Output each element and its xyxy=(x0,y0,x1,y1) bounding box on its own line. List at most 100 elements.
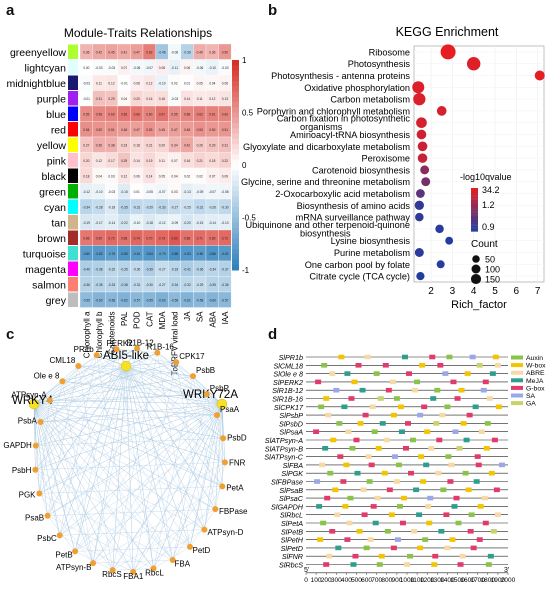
network-edge xyxy=(49,400,173,561)
promoter-element-box xyxy=(421,404,428,410)
promoter-gene-label: SlR1B-16 xyxy=(272,395,303,404)
kegg-point xyxy=(436,260,445,269)
promoter-element-box xyxy=(347,495,354,501)
network-edge xyxy=(176,362,223,405)
heatmap-cell-value: 0.51 xyxy=(108,128,114,132)
heatmap-cell-value: -0.62 xyxy=(120,298,127,302)
kegg-point xyxy=(466,56,481,71)
kegg-legend-q-gradient xyxy=(471,202,478,205)
heatmap-cell-value: -0.34 xyxy=(171,283,178,287)
heatmap-cell-value: 0.71 xyxy=(197,236,203,240)
panel-letter-d: d xyxy=(268,326,278,343)
heatmap-cell-value: -0.09 xyxy=(196,190,203,194)
network-edge xyxy=(47,515,154,569)
trait-label: JA xyxy=(183,311,192,321)
kegg-title: KEGG Enrichment xyxy=(396,25,499,39)
promoter-element-box xyxy=(368,462,375,468)
network-edge xyxy=(157,352,223,405)
promoter-x-tick-label: 1200 xyxy=(420,577,435,584)
network-node xyxy=(214,412,221,419)
promoter-element-box xyxy=(317,537,324,542)
network-node xyxy=(189,373,196,380)
trait-label: ABA xyxy=(208,311,217,328)
network-hub-node xyxy=(216,398,228,410)
network-hub-label: ABI5-like xyxy=(103,350,149,362)
network-edge xyxy=(221,403,226,463)
kegg-legend-q-gradient xyxy=(471,221,478,223)
heatmap-cell-value: -0.58 xyxy=(108,298,115,302)
heatmap-cell-value: 0.04 xyxy=(121,97,127,101)
heatmap-cell-value: -0.33 xyxy=(171,267,178,271)
kegg-legend-q-tick: 0.9 xyxy=(482,222,495,232)
promoter-gene-label: SlPGK xyxy=(281,469,304,478)
kegg-legend-q-gradient xyxy=(471,214,478,216)
network-edge xyxy=(39,400,50,494)
promoter-element-box xyxy=(329,529,336,534)
module-color-swatch xyxy=(68,184,78,199)
network-node xyxy=(220,435,227,442)
promoter-legend-label: W-box xyxy=(526,363,546,370)
promoter-element-box xyxy=(398,429,405,434)
heatmap-cell-value: -0.07 xyxy=(146,66,153,70)
promoter-element-box xyxy=(442,371,449,376)
kegg-legend-q-gradient xyxy=(471,196,478,199)
network-edge xyxy=(33,348,138,405)
heatmap-cell-value: -0.35 xyxy=(120,205,127,209)
promoter-element-box xyxy=(431,562,438,567)
colorbar-tick-label: -0.5 xyxy=(242,214,256,223)
heatmap-cell-value: 0.48 xyxy=(184,128,190,132)
module-label: salmon xyxy=(32,279,66,291)
trait-label: POD xyxy=(133,311,142,329)
heatmap-cell-value: -0.59 xyxy=(146,298,153,302)
module-label: greenyellow xyxy=(10,47,66,59)
heatmap-cell-value: -0.35 xyxy=(120,267,127,271)
heatmap-cell-value: 0.61 xyxy=(209,112,215,116)
network-edge xyxy=(33,348,117,405)
network-node-label: RbcS xyxy=(102,570,122,579)
heatmap-cell-value: -0.01 xyxy=(120,81,127,85)
heatmap-cell-value: 0.47 xyxy=(134,50,140,54)
kegg-x-tick-label: 3 xyxy=(450,286,456,297)
promoter-legend-label: G-box xyxy=(526,385,545,392)
promoter-element-box xyxy=(455,520,462,526)
network-edge xyxy=(62,381,223,405)
heatmap-cell-value: -0.06 xyxy=(133,66,140,70)
promoter-element-box xyxy=(474,454,481,459)
promoter-element-box xyxy=(448,462,455,468)
network-edge xyxy=(62,381,173,561)
promoter-element-box xyxy=(323,562,330,567)
promoter-element-box xyxy=(357,421,364,426)
heatmap-title: Module-Traits Relationships xyxy=(64,26,212,40)
kegg-term-label: Photosynthesis - antenna proteins xyxy=(271,71,410,81)
network-edge xyxy=(96,354,224,439)
promoter-element-box xyxy=(466,412,473,418)
promoter-5prime-label: 5' xyxy=(304,567,309,574)
network-edge xyxy=(35,349,117,470)
network-edge xyxy=(96,354,223,405)
heatmap-cell-value: -0.32 xyxy=(183,283,190,287)
promoter-element-box xyxy=(372,520,379,526)
colorbar-segment xyxy=(232,249,239,255)
promoter-element-box xyxy=(313,429,320,434)
module-label: brown xyxy=(37,233,66,245)
kegg-point xyxy=(412,81,425,94)
heatmap-cell-value: 0.12 xyxy=(96,159,102,163)
heatmap-cell-value: 0.02 xyxy=(171,81,177,85)
network-edge xyxy=(125,365,207,395)
promoter-element-box xyxy=(440,487,447,493)
network-node-label: PGK xyxy=(19,491,37,500)
promoter-x-tick-label: 1500 xyxy=(450,577,465,584)
promoter-element-box xyxy=(478,429,485,434)
promoter-element-box xyxy=(399,520,406,526)
kegg-legend-q-gradient xyxy=(471,230,478,232)
module-label: blue xyxy=(46,109,66,121)
heatmap-cell-value: 0.20 xyxy=(134,97,140,101)
network-hub-node xyxy=(120,360,132,372)
promoter-x-tick-label: 700 xyxy=(371,577,382,584)
heatmap-cell-value: 0.42 xyxy=(184,143,190,147)
panel-letter-a: a xyxy=(6,2,15,19)
network-edge xyxy=(40,421,76,552)
promoter-legend-swatch xyxy=(511,355,523,360)
heatmap-cell-value: -0.33 xyxy=(158,205,165,209)
network-node-label: FBA1 xyxy=(123,572,144,581)
